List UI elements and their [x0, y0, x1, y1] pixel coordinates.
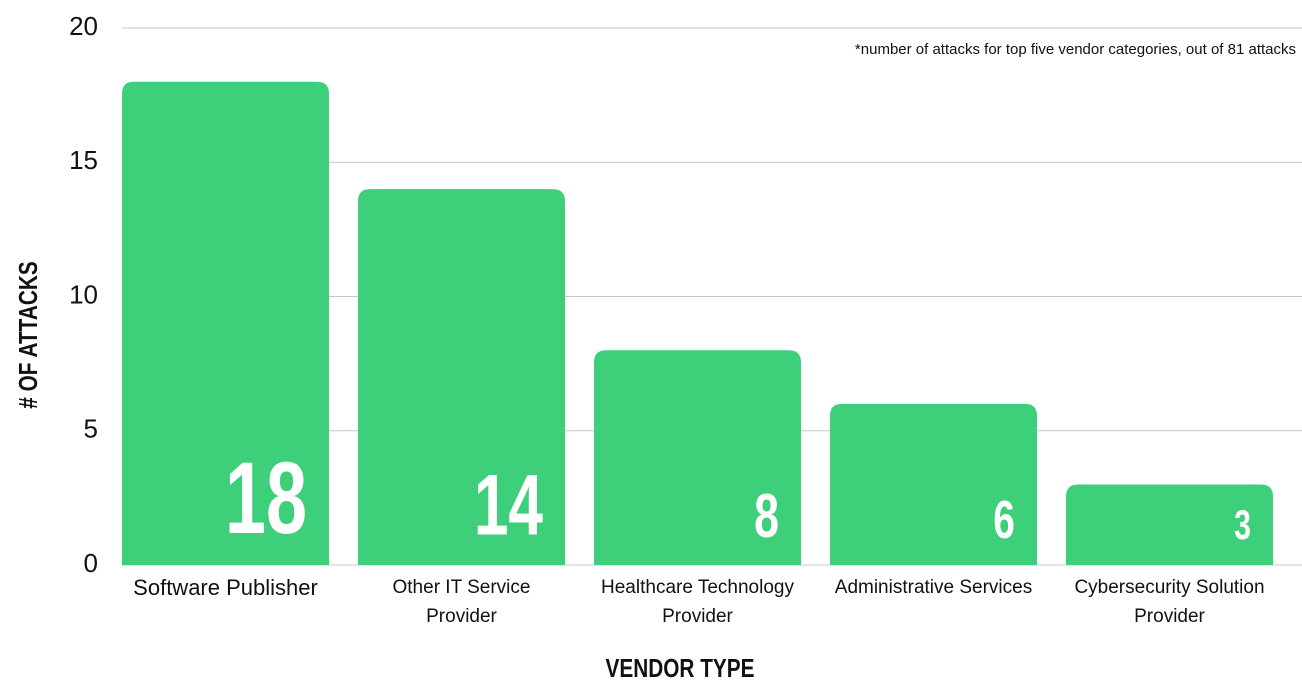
bar	[1066, 484, 1273, 565]
x-tick-label: Healthcare Technology Provider	[601, 577, 794, 627]
y-tick-label: 15	[69, 145, 98, 175]
data-label: 14	[474, 457, 543, 553]
y-tick-label: 5	[84, 414, 98, 444]
x-tick-label: Cybersecurity Solution Provider	[1074, 577, 1265, 627]
y-axis-title: # OF ATTACKS	[14, 261, 43, 408]
x-tick-label: Administrative Services	[834, 577, 1033, 598]
data-label: 8	[754, 482, 779, 551]
data-label: 18	[225, 440, 307, 555]
bar	[122, 81, 329, 565]
x-tick-label: Software Publisher	[133, 575, 318, 600]
y-tick-label: 10	[69, 279, 98, 309]
chart-note: *number of attacks for top five vendor c…	[855, 41, 1296, 58]
x-tick-label: Other IT Service Provider	[392, 577, 531, 627]
bar	[594, 350, 801, 565]
bar	[830, 403, 1037, 565]
x-axis-title: VENDOR TYPE	[605, 654, 754, 683]
bar	[358, 189, 565, 565]
data-label: 3	[1234, 501, 1251, 548]
data-label: 6	[993, 490, 1015, 551]
y-tick-label: 20	[69, 11, 98, 41]
y-tick-label: 0	[84, 548, 98, 578]
